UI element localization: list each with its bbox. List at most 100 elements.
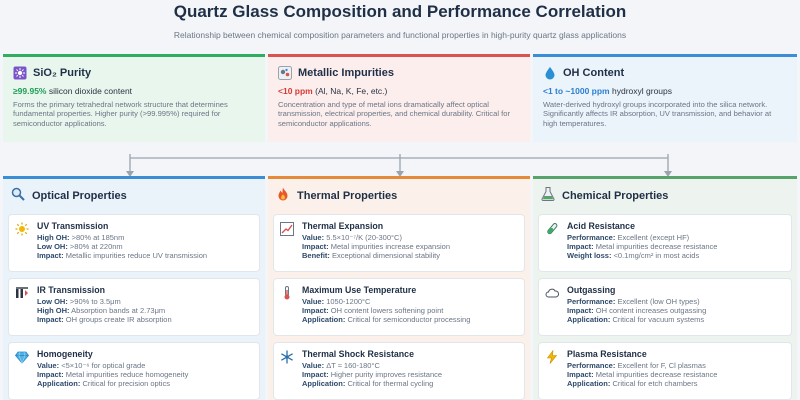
property-card-uv-transmission: UV Transmission High OH: >80% at 185nm L… xyxy=(9,215,259,271)
line-text: Critical for vacuum systems xyxy=(612,315,705,325)
line-label: Impact: xyxy=(37,370,64,380)
category-thermal-properties: Thermal Properties Thermal Expansion Val… xyxy=(268,176,530,400)
line-label: Application: xyxy=(302,379,346,389)
category-chemical-properties: Chemical Properties Acid Resistance Perf… xyxy=(533,176,797,400)
line-text: Critical for precision optics xyxy=(82,379,170,389)
property-name: Acid Resistance xyxy=(567,221,635,231)
impurity-icon xyxy=(278,66,292,80)
purity-icon xyxy=(13,66,27,80)
line-text: <5×10⁻⁶ for optical grade xyxy=(61,361,146,370)
line-label: Low OH: xyxy=(37,242,68,252)
composition-card-sio2-purity: SiO₂ Purity ≥99.95% silicon dioxide cont… xyxy=(3,54,265,142)
line-label: Impact: xyxy=(302,306,329,316)
line-text: Higher purity improves resistance xyxy=(330,370,443,380)
property-card-homogeneity: Homogeneity Value: <5×10⁻⁶ for optical g… xyxy=(9,343,259,399)
line-text: Metal impurities decrease resistance xyxy=(595,242,718,252)
composition-value: ≥99.95% xyxy=(13,86,47,96)
composition-name: SiO₂ Purity xyxy=(33,67,92,79)
property-card-maximum-use-temperature: Maximum Use Temperature Value: 1050-1200… xyxy=(274,279,524,335)
snowflake-icon xyxy=(280,350,294,364)
line-text: ΔT ≈ 160-180°C xyxy=(326,361,380,370)
composition-value: <1 to ~1000 ppm xyxy=(543,86,610,96)
page-subtitle: Relationship between chemical compositio… xyxy=(173,30,627,40)
category-name: Chemical Properties xyxy=(562,190,669,202)
property-name: Homogeneity xyxy=(37,349,93,359)
line-label: Application: xyxy=(302,315,346,325)
cloud-icon xyxy=(545,286,559,300)
line-text: >90% to 3.5μm xyxy=(69,297,121,306)
line-text: OH content increases outgassing xyxy=(595,306,707,316)
line-label: Application: xyxy=(567,315,611,325)
composition-card-metallic-impurities: Metallic Impurities <10 ppm (Al, Na, K, … xyxy=(268,54,530,142)
line-text: Critical for thermal cycling xyxy=(347,379,434,389)
line-label: Impact: xyxy=(567,306,594,316)
composition-description: Concentration and type of metal ions dra… xyxy=(278,100,510,128)
line-text: 1050-1200°C xyxy=(326,297,371,306)
line-label: Impact: xyxy=(567,370,594,380)
line-text: Excellent (low OH types) xyxy=(617,297,700,306)
line-text: Metallic impurities reduce UV transmissi… xyxy=(65,251,208,261)
sun-icon xyxy=(15,222,29,236)
line-text: Excellent for F, Cl plasmas xyxy=(617,361,706,370)
property-name: Maximum Use Temperature xyxy=(302,285,417,295)
line-text: >80% at 220nm xyxy=(69,242,123,252)
line-label: Low OH: xyxy=(37,297,68,306)
line-label: Performance: xyxy=(567,297,616,306)
line-label: Value: xyxy=(302,233,325,242)
property-card-acid-resistance: Acid Resistance Performance: Excellent (… xyxy=(539,215,791,271)
line-text: Metal impurities decrease resistance xyxy=(595,370,718,380)
expansion-chart-icon xyxy=(280,222,294,236)
line-text: 5.5×10⁻⁷/K (20-300°C) xyxy=(326,233,402,242)
test-tube-icon xyxy=(545,222,559,236)
property-name: UV Transmission xyxy=(37,221,109,231)
magnifier-icon xyxy=(11,187,25,206)
line-label: Application: xyxy=(37,379,81,389)
line-label: Impact: xyxy=(567,242,594,252)
line-text: <0.1mg/cm² in most acids xyxy=(613,251,700,261)
line-text: OH groups create IR absorption xyxy=(65,315,172,325)
property-name: Outgassing xyxy=(567,285,616,295)
diamond-icon xyxy=(15,350,29,364)
flask-icon xyxy=(541,186,555,206)
line-label: Impact: xyxy=(37,251,64,261)
page-title: Quartz Glass Composition and Performance… xyxy=(173,2,627,21)
line-label: Value: xyxy=(37,361,60,370)
water-drop-icon xyxy=(543,66,557,80)
property-name: IR Transmission xyxy=(37,285,105,295)
composition-card-oh-content: OH Content <1 to ~1000 ppm hydroxyl grou… xyxy=(533,54,797,142)
line-text: Metal impurities reduce homogeneity xyxy=(65,370,189,380)
composition-value-suffix: silicon dioxide content xyxy=(48,86,133,96)
property-card-thermal-shock-resistance: Thermal Shock Resistance Value: ΔT ≈ 160… xyxy=(274,343,524,399)
line-label: Performance: xyxy=(567,361,616,370)
line-text: Critical for etch chambers xyxy=(612,379,698,389)
line-text: OH content lowers softening point xyxy=(330,306,444,316)
property-card-ir-transmission: IR Transmission Low OH: >90% to 3.5μm Hi… xyxy=(9,279,259,335)
line-label: Value: xyxy=(302,361,325,370)
line-label: High OH: xyxy=(37,306,70,316)
line-text: Metal impurities increase expansion xyxy=(330,242,450,252)
composition-name: Metallic Impurities xyxy=(298,67,394,79)
property-name: Thermal Expansion xyxy=(302,221,384,231)
line-label: Performance: xyxy=(567,233,616,242)
composition-name: OH Content xyxy=(563,67,625,79)
line-label: Application: xyxy=(567,379,611,389)
composition-description: Water-derived hydroxyl groups incorporat… xyxy=(543,100,772,128)
composition-description: Forms the primary tetrahedral network st… xyxy=(13,100,228,128)
line-text: >80% at 185nm xyxy=(71,233,125,242)
line-text: Absorption bands at 2.73μm xyxy=(71,306,166,316)
line-text: Excellent (except HF) xyxy=(617,233,690,242)
line-text: Critical for semiconductor processing xyxy=(347,315,471,325)
category-optical-properties: Optical Properties UV Transmission High … xyxy=(3,176,265,400)
flame-icon xyxy=(276,187,290,206)
ir-beam-icon xyxy=(15,286,29,300)
property-name: Plasma Resistance xyxy=(567,349,647,359)
thermometer-icon xyxy=(280,286,294,300)
line-label: Impact: xyxy=(302,370,329,380)
line-label: Impact: xyxy=(302,242,329,252)
line-label: Value: xyxy=(302,297,325,306)
composition-value-suffix: hydroxyl groups xyxy=(612,86,673,96)
line-label: Impact: xyxy=(37,315,64,325)
line-label: High OH: xyxy=(37,233,70,242)
line-text: Exceptional dimensional stability xyxy=(332,251,440,261)
line-label: Weight loss: xyxy=(567,251,612,261)
